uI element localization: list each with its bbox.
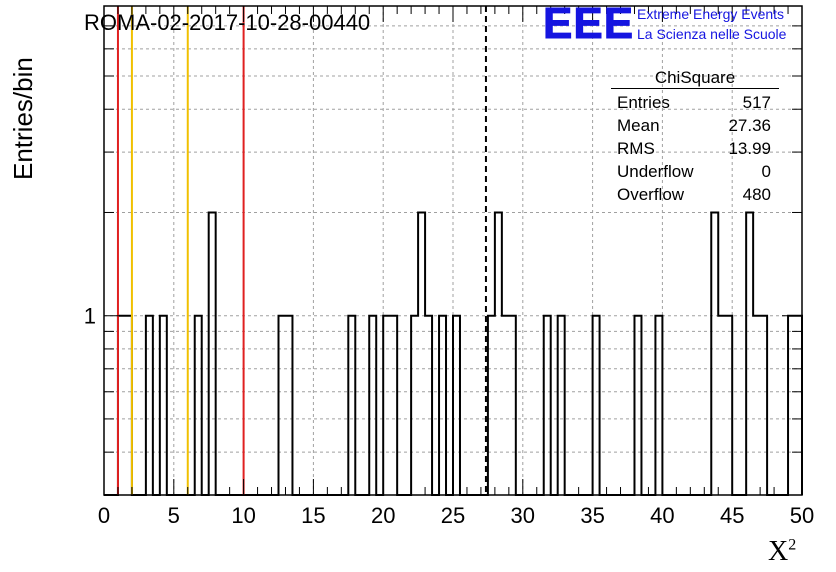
histogram-bin bbox=[488, 316, 495, 495]
histogram-bin bbox=[502, 316, 509, 495]
eee-logo: EEE bbox=[543, 2, 634, 44]
stat-label: Overflow bbox=[617, 185, 685, 204]
stat-value: 13.99 bbox=[728, 139, 771, 158]
y-tick-label: 1 bbox=[84, 304, 96, 329]
histogram-bin bbox=[411, 316, 418, 495]
histogram-bin bbox=[383, 316, 390, 495]
x-tick-label: 35 bbox=[580, 503, 604, 528]
histogram-bin bbox=[195, 316, 202, 495]
y-axis-label-text: Entries/bin bbox=[8, 57, 38, 180]
histogram-bin bbox=[439, 316, 446, 495]
histogram-bin bbox=[760, 316, 767, 495]
stat-row-mean: Mean 27.36 bbox=[611, 114, 779, 137]
stat-value: 517 bbox=[742, 93, 771, 112]
histogram-bin bbox=[544, 316, 551, 495]
x-tick-label: 45 bbox=[720, 503, 744, 528]
histogram-bin bbox=[160, 316, 167, 495]
histogram-bin bbox=[118, 316, 125, 495]
histogram-bin bbox=[718, 316, 725, 495]
stat-label: Underflow bbox=[617, 162, 694, 181]
histogram-bin bbox=[558, 316, 565, 495]
x-tick-label: 40 bbox=[650, 503, 674, 528]
logo-letters: EEE bbox=[543, 2, 634, 44]
x-axis-label-superscript: 2 bbox=[788, 536, 797, 554]
histogram-bin bbox=[795, 316, 802, 495]
stat-value: 0 bbox=[761, 162, 771, 181]
logo-text: Extreme Energy Events La Scienza nelle S… bbox=[637, 4, 786, 44]
stat-row-rms: RMS 13.99 bbox=[611, 137, 779, 160]
histogram-bin bbox=[453, 316, 460, 495]
x-axis-label: X2 bbox=[768, 536, 796, 568]
stat-row-overflow: Overflow 480 bbox=[611, 183, 779, 206]
logo-line-2: La Scienza nelle Scuole bbox=[637, 26, 787, 42]
histogram-bin bbox=[279, 316, 286, 495]
stat-value: 480 bbox=[742, 185, 771, 204]
reference-lines bbox=[116, 6, 487, 495]
x-axis-label-text: X bbox=[768, 536, 789, 567]
axis-ticks: 0 5 10 15 20 25 30 35 40 45 50 1 bbox=[84, 6, 814, 528]
histogram-bin bbox=[390, 316, 397, 495]
x-tick-label: 20 bbox=[371, 503, 395, 528]
histogram-bin bbox=[634, 316, 641, 495]
x-tick-label: 0 bbox=[98, 503, 110, 528]
histogram-bin bbox=[509, 316, 516, 495]
stat-label: Entries bbox=[617, 93, 670, 112]
stats-box: ChiSquare Entries 517 Mean 27.36 RMS 13.99 … bbox=[611, 66, 779, 206]
x-tick-label: 5 bbox=[168, 503, 180, 528]
histogram-bin bbox=[425, 316, 432, 495]
histogram-bin bbox=[655, 316, 662, 495]
stat-row-underflow: Underflow 0 bbox=[611, 160, 779, 183]
x-tick-label: 50 bbox=[790, 503, 814, 528]
stat-value: 27.36 bbox=[728, 116, 771, 135]
histogram-bin bbox=[725, 316, 732, 495]
y-axis-label: Entries/bin bbox=[8, 57, 40, 190]
stats-title: ChiSquare bbox=[611, 66, 779, 89]
x-tick-label: 25 bbox=[441, 503, 465, 528]
histogram-bin bbox=[285, 316, 292, 495]
logo-line-1: Extreme Energy Events bbox=[637, 6, 785, 22]
stat-row-entries: Entries 517 bbox=[611, 91, 779, 114]
histogram-bin bbox=[593, 316, 600, 495]
stat-label: Mean bbox=[617, 116, 660, 135]
histogram-bin bbox=[146, 316, 153, 495]
histogram-bin bbox=[753, 316, 760, 495]
histogram-bin bbox=[788, 316, 795, 495]
histogram-bin bbox=[125, 316, 132, 495]
histogram-bin bbox=[369, 316, 376, 495]
run-title: ROMA-02-2017-10-28-00440 bbox=[84, 10, 371, 35]
x-tick-label: 30 bbox=[511, 503, 535, 528]
histogram-bin bbox=[348, 316, 355, 495]
stat-label: RMS bbox=[617, 139, 655, 158]
x-tick-label: 10 bbox=[231, 503, 255, 528]
x-tick-label: 15 bbox=[301, 503, 325, 528]
